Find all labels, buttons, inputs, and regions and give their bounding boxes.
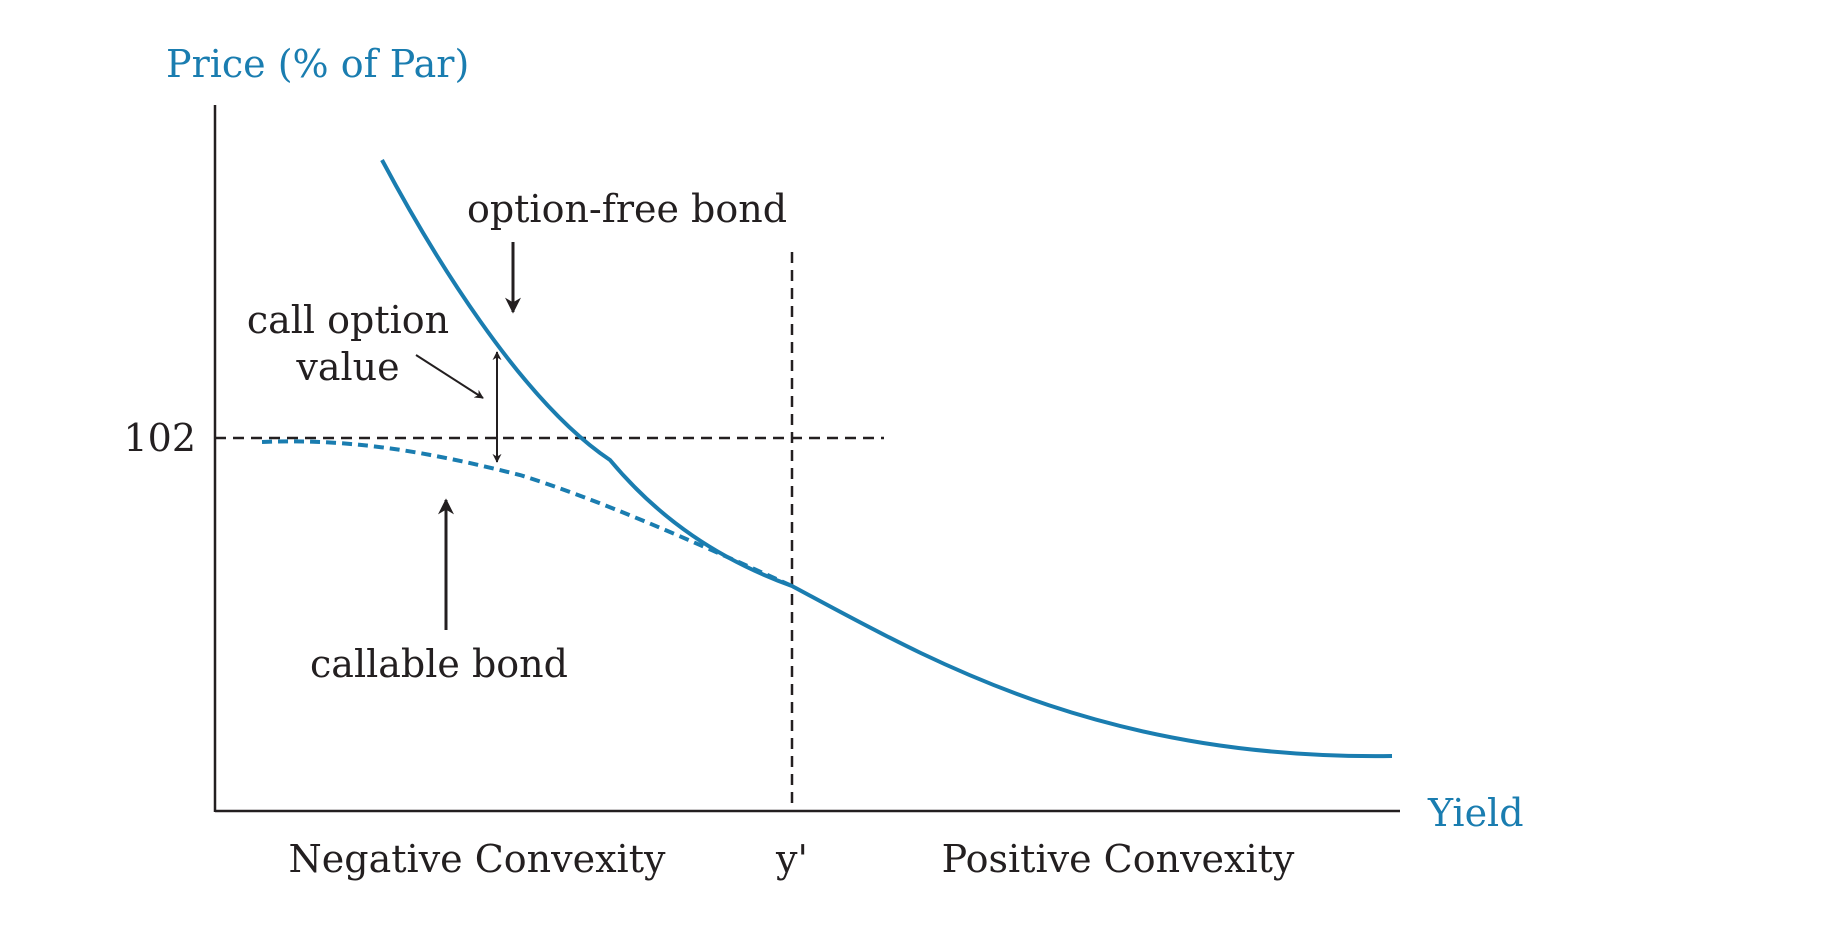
call-option-value-label-line2: value <box>295 345 399 389</box>
price-102-tick-label: 102 <box>123 416 196 460</box>
x-axis-title: Yield <box>1427 791 1524 835</box>
negative-convexity-label: Negative Convexity <box>289 837 666 881</box>
call-option-value-pointer <box>415 354 484 399</box>
y-axis-title: Price (% of Par) <box>166 42 469 86</box>
y-prime-tick-label: y' <box>775 837 808 881</box>
option-free-bond-label: option-free bond <box>467 187 787 231</box>
callable-bond-curve <box>261 439 793 588</box>
callable-bond-label: callable bond <box>310 642 568 686</box>
call-option-value-label-line1: call option <box>247 298 449 342</box>
positive-convexity-label: Positive Convexity <box>942 837 1295 881</box>
